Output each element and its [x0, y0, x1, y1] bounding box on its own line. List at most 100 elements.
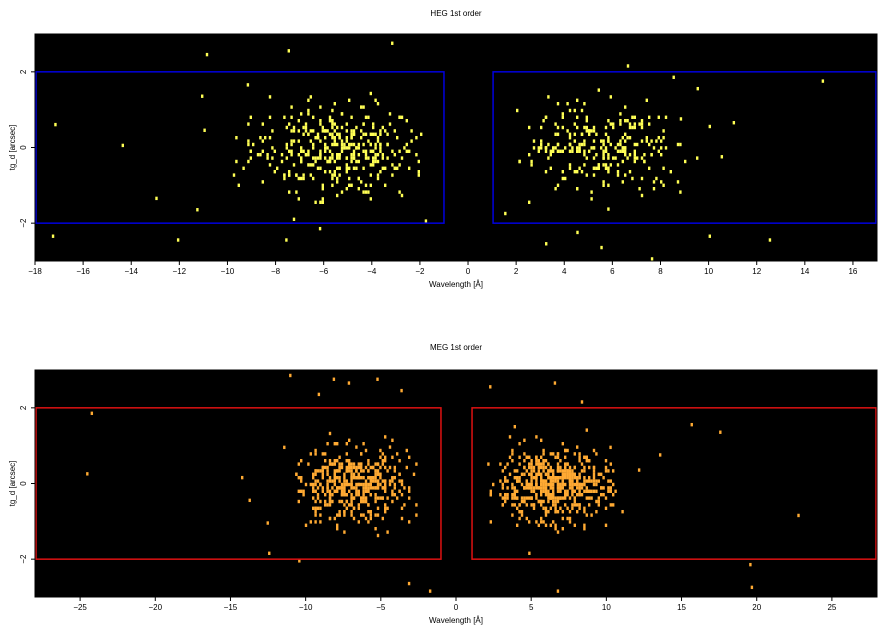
event-point [518, 159, 521, 164]
event-point [573, 503, 576, 507]
event-point [612, 122, 615, 126]
x-tick-label: 4 [562, 267, 567, 276]
event-point [506, 479, 509, 483]
event-point [381, 496, 384, 500]
event-point [690, 422, 693, 427]
event-point [252, 142, 255, 147]
event-point [553, 381, 557, 385]
event-point [580, 493, 584, 497]
event-point [583, 476, 586, 480]
event-point [679, 190, 682, 194]
event-point [532, 486, 536, 490]
event-point [388, 479, 392, 483]
event-point [319, 513, 322, 517]
event-point [658, 453, 662, 457]
event-point [340, 149, 344, 153]
event-point [314, 506, 317, 510]
event-point [283, 445, 286, 450]
event-point [588, 459, 591, 463]
event-point [350, 115, 353, 119]
event-point [379, 132, 382, 136]
event-point [528, 465, 531, 470]
event-point [544, 115, 548, 119]
event-point [580, 482, 584, 487]
event-point [566, 493, 569, 497]
event-point [345, 506, 348, 510]
event-point [316, 132, 320, 136]
event-point [314, 156, 317, 160]
event-point [556, 142, 560, 147]
event-point [388, 482, 392, 487]
event-point [350, 153, 353, 157]
event-point [324, 136, 327, 140]
event-point [559, 506, 562, 510]
event-point [600, 493, 603, 497]
event-point [552, 520, 555, 524]
event-point [328, 149, 332, 153]
event-point [556, 496, 560, 500]
event-point [290, 129, 293, 133]
event-point [537, 472, 540, 476]
event-point [331, 153, 334, 157]
event-point [374, 493, 377, 497]
event-point [350, 479, 353, 483]
event-point [636, 142, 639, 147]
event-point [316, 486, 320, 490]
event-point [391, 499, 394, 504]
event-point [360, 452, 363, 456]
event-point [640, 119, 644, 123]
event-point [360, 105, 363, 109]
event-point [312, 472, 315, 476]
event-point [331, 173, 334, 177]
event-point [314, 472, 317, 476]
event-point [307, 132, 310, 136]
event-point [331, 176, 334, 181]
event-point [583, 149, 586, 153]
event-point [537, 462, 540, 466]
event-point [556, 476, 560, 480]
event-point [564, 476, 567, 480]
event-point [372, 156, 375, 160]
event-point [566, 476, 569, 480]
event-point [276, 166, 279, 170]
event-point [355, 125, 358, 130]
event-point [302, 132, 305, 136]
event-point [580, 486, 584, 490]
event-point [578, 506, 581, 510]
event-point [573, 482, 576, 487]
event-point [540, 455, 543, 459]
event-point [614, 146, 617, 150]
event-point [345, 465, 348, 470]
event-point [580, 400, 584, 404]
event-point [333, 476, 336, 480]
event-point [331, 108, 334, 113]
event-point [51, 234, 55, 238]
event-point [357, 472, 360, 476]
event-point [588, 465, 591, 470]
event-point [379, 142, 382, 147]
event-point [331, 156, 334, 160]
event-point [247, 122, 250, 126]
event-point [333, 142, 336, 147]
event-point [121, 143, 125, 148]
event-point [633, 142, 636, 147]
event-point [595, 510, 598, 514]
event-point [381, 125, 384, 130]
event-point [513, 469, 516, 473]
event-point [321, 465, 324, 470]
event-point [595, 479, 598, 483]
event-point [336, 180, 339, 184]
event-point [379, 170, 382, 174]
event-point [549, 465, 552, 470]
event-point [336, 176, 339, 181]
event-point [405, 119, 408, 123]
event-point [367, 503, 370, 507]
event-point [297, 176, 300, 181]
event-point [640, 176, 644, 181]
event-point [360, 129, 363, 133]
event-point [708, 234, 711, 238]
event-point [568, 149, 572, 153]
event-point [415, 513, 418, 517]
event-point [535, 462, 538, 466]
event-point [568, 132, 572, 136]
